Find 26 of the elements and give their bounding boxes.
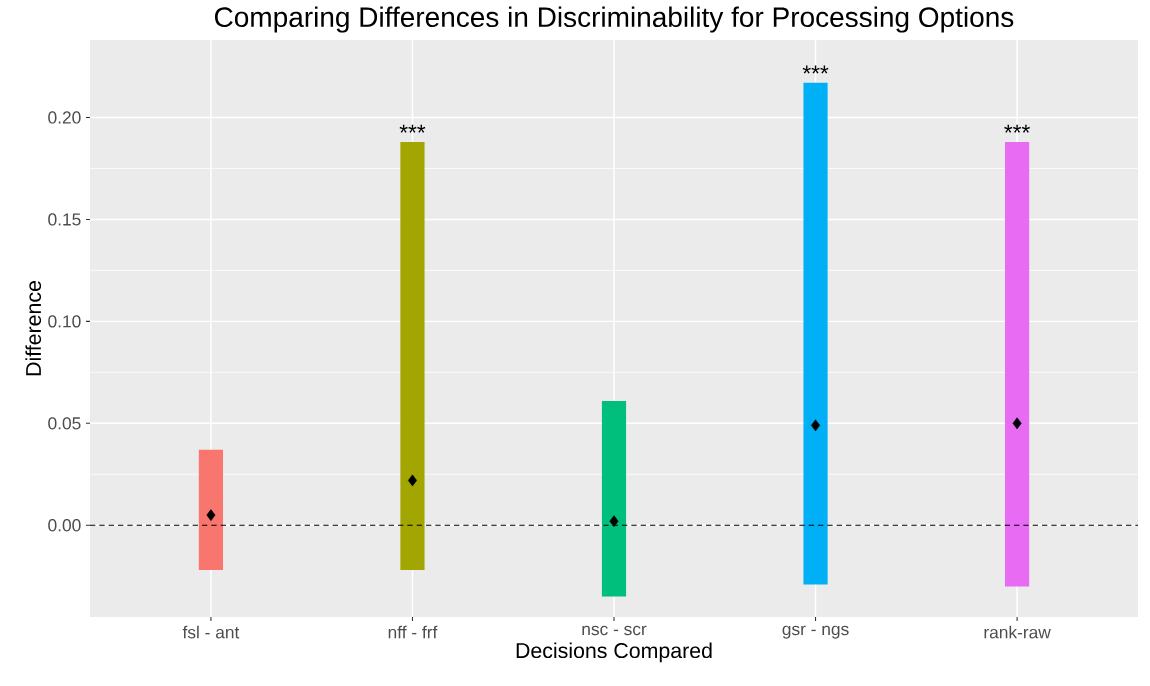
point xyxy=(206,509,216,521)
x-tick-label: fsl - ant xyxy=(182,625,240,639)
bar xyxy=(1004,141,1030,587)
x-tick-label: rank-raw xyxy=(984,625,1051,639)
data-label: *** xyxy=(1004,124,1030,133)
bar xyxy=(400,141,425,571)
data-label: *** xyxy=(399,124,426,133)
chart-title: Comparing Differences in Discriminability for Processing Options xyxy=(214,6,1014,33)
point xyxy=(407,474,417,487)
y-tick-label: 0.20 xyxy=(48,111,81,124)
y-tick-label: 0.05 xyxy=(48,417,81,430)
x-tick-label: nsc - scr xyxy=(582,625,647,636)
y-axis-title: Difference xyxy=(25,281,42,376)
data-label: *** xyxy=(802,65,829,74)
x-axis-title: Decisions Compared xyxy=(516,642,712,663)
point xyxy=(609,515,619,528)
bar xyxy=(198,449,224,571)
y-tick-label: 0.15 xyxy=(48,213,81,226)
y-tick-label: 0.00 xyxy=(48,519,81,532)
x-tick-label: gsr - ngs xyxy=(782,625,849,639)
y-tick-label: 0.10 xyxy=(48,315,81,328)
point xyxy=(811,419,821,432)
point xyxy=(1012,417,1022,430)
bar xyxy=(803,82,828,585)
bar xyxy=(601,400,627,597)
x-tick-label: nff - frf xyxy=(388,625,438,639)
